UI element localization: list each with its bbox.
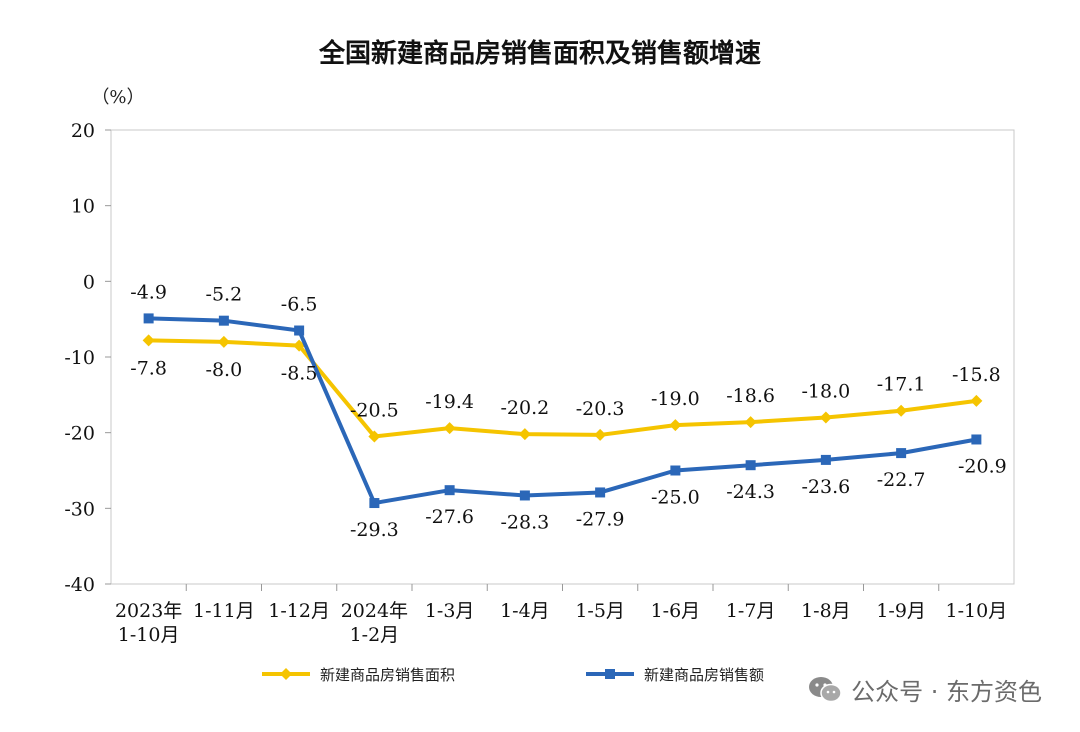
series-point-2 <box>519 490 530 501</box>
data-label-area: -15.8 <box>952 364 1001 386</box>
legend-marker-2 <box>605 669 615 679</box>
data-label-sales: -24.3 <box>726 481 775 503</box>
series-point-1 <box>744 416 757 429</box>
data-label-sales: -25.0 <box>651 487 700 509</box>
series-point-2 <box>745 460 756 471</box>
data-label-sales: -27.9 <box>576 508 625 530</box>
x-tick-label: 1-7月 <box>726 600 776 622</box>
y-tick-label: 10 <box>71 196 95 218</box>
series-point-1 <box>819 411 832 424</box>
data-label-area: -18.6 <box>726 385 775 407</box>
legend-label-1: 新建商品房销售面积 <box>320 666 455 684</box>
series-point-1 <box>895 404 908 417</box>
x-tick-label: 1-9月 <box>876 600 926 622</box>
x-tick-label: 1-6月 <box>651 600 701 622</box>
series-point-2 <box>896 448 907 459</box>
series-point-2 <box>595 487 606 498</box>
plot-frame <box>110 129 1015 585</box>
series-point-1 <box>293 339 306 352</box>
x-tick-label: 1-10月 <box>118 624 180 646</box>
series-point-2 <box>444 485 455 496</box>
series-point-2 <box>820 454 831 465</box>
data-label-sales: -23.6 <box>802 476 851 498</box>
series-point-2 <box>294 325 305 336</box>
x-tick-label: 1-12月 <box>268 600 330 622</box>
x-tick-label: 2024年 <box>341 600 408 622</box>
watermark: 公众号 · 东方资色 <box>807 672 1042 707</box>
series-line-2 <box>146 316 979 506</box>
data-label-area: -8.5 <box>281 363 318 385</box>
x-tick-label: 1-8月 <box>801 600 851 622</box>
y-tick-label: -20 <box>64 423 95 445</box>
data-label-sales: -4.9 <box>130 281 167 303</box>
x-tick-label: 2023年 <box>115 600 182 622</box>
y-tick-label: 20 <box>71 120 95 142</box>
series-point-1 <box>368 430 381 443</box>
y-axis-unit-label: （%） <box>91 87 144 108</box>
x-tick-label: 1-11月 <box>193 600 255 622</box>
series-point-1 <box>518 428 531 441</box>
x-tick-label: 1-10月 <box>946 600 1008 622</box>
series-point-1 <box>142 334 155 347</box>
data-label-sales: -6.5 <box>281 294 318 316</box>
series-point-2 <box>143 313 154 324</box>
data-label-area: -19.0 <box>651 388 700 410</box>
watermark-text: 公众号 · 东方资色 <box>851 678 1042 706</box>
y-tick-label: -30 <box>64 498 95 520</box>
data-label-sales: -29.3 <box>350 519 399 541</box>
legend-label-2: 新建商品房销售额 <box>644 666 764 684</box>
legend-marker-1 <box>280 668 292 680</box>
y-tick-label: -10 <box>64 347 95 369</box>
x-tick-label: 1-3月 <box>425 600 475 622</box>
series-point-2 <box>971 434 982 445</box>
data-label-sales: -22.7 <box>877 469 926 491</box>
data-label-sales: -20.9 <box>958 455 1007 477</box>
y-tick-label: 0 <box>83 271 95 293</box>
data-label-area: -20.5 <box>350 399 399 421</box>
data-label-sales: -28.3 <box>501 511 550 533</box>
series-line-1 <box>146 338 979 439</box>
x-tick-label: 1-5月 <box>575 600 625 622</box>
data-label-area: -17.1 <box>877 374 926 396</box>
data-label-area: -8.0 <box>206 359 243 381</box>
wechat-icon <box>809 676 842 702</box>
x-tick-label: 1-4月 <box>500 600 550 622</box>
data-label-area: -20.3 <box>576 398 625 420</box>
series-point-2 <box>218 315 229 326</box>
data-label-sales: -27.6 <box>425 506 474 528</box>
data-label-area: -7.8 <box>130 357 167 379</box>
series-point-1 <box>669 419 682 432</box>
series-point-1 <box>443 422 456 435</box>
series-point-1 <box>217 335 230 348</box>
data-label-area: -18.0 <box>802 381 851 403</box>
data-label-area: -20.2 <box>501 397 550 419</box>
data-label-area: -19.4 <box>425 391 474 413</box>
series-point-1 <box>970 394 983 407</box>
chart-title: 全国新建商品房销售面积及销售额增速 <box>318 38 761 69</box>
series-point-1 <box>594 428 607 441</box>
x-tick-label: 1-2月 <box>350 624 400 646</box>
series-point-2 <box>369 498 380 509</box>
series-point-2 <box>670 465 681 476</box>
y-tick-label: -40 <box>64 574 95 596</box>
data-label-sales: -5.2 <box>206 284 243 306</box>
